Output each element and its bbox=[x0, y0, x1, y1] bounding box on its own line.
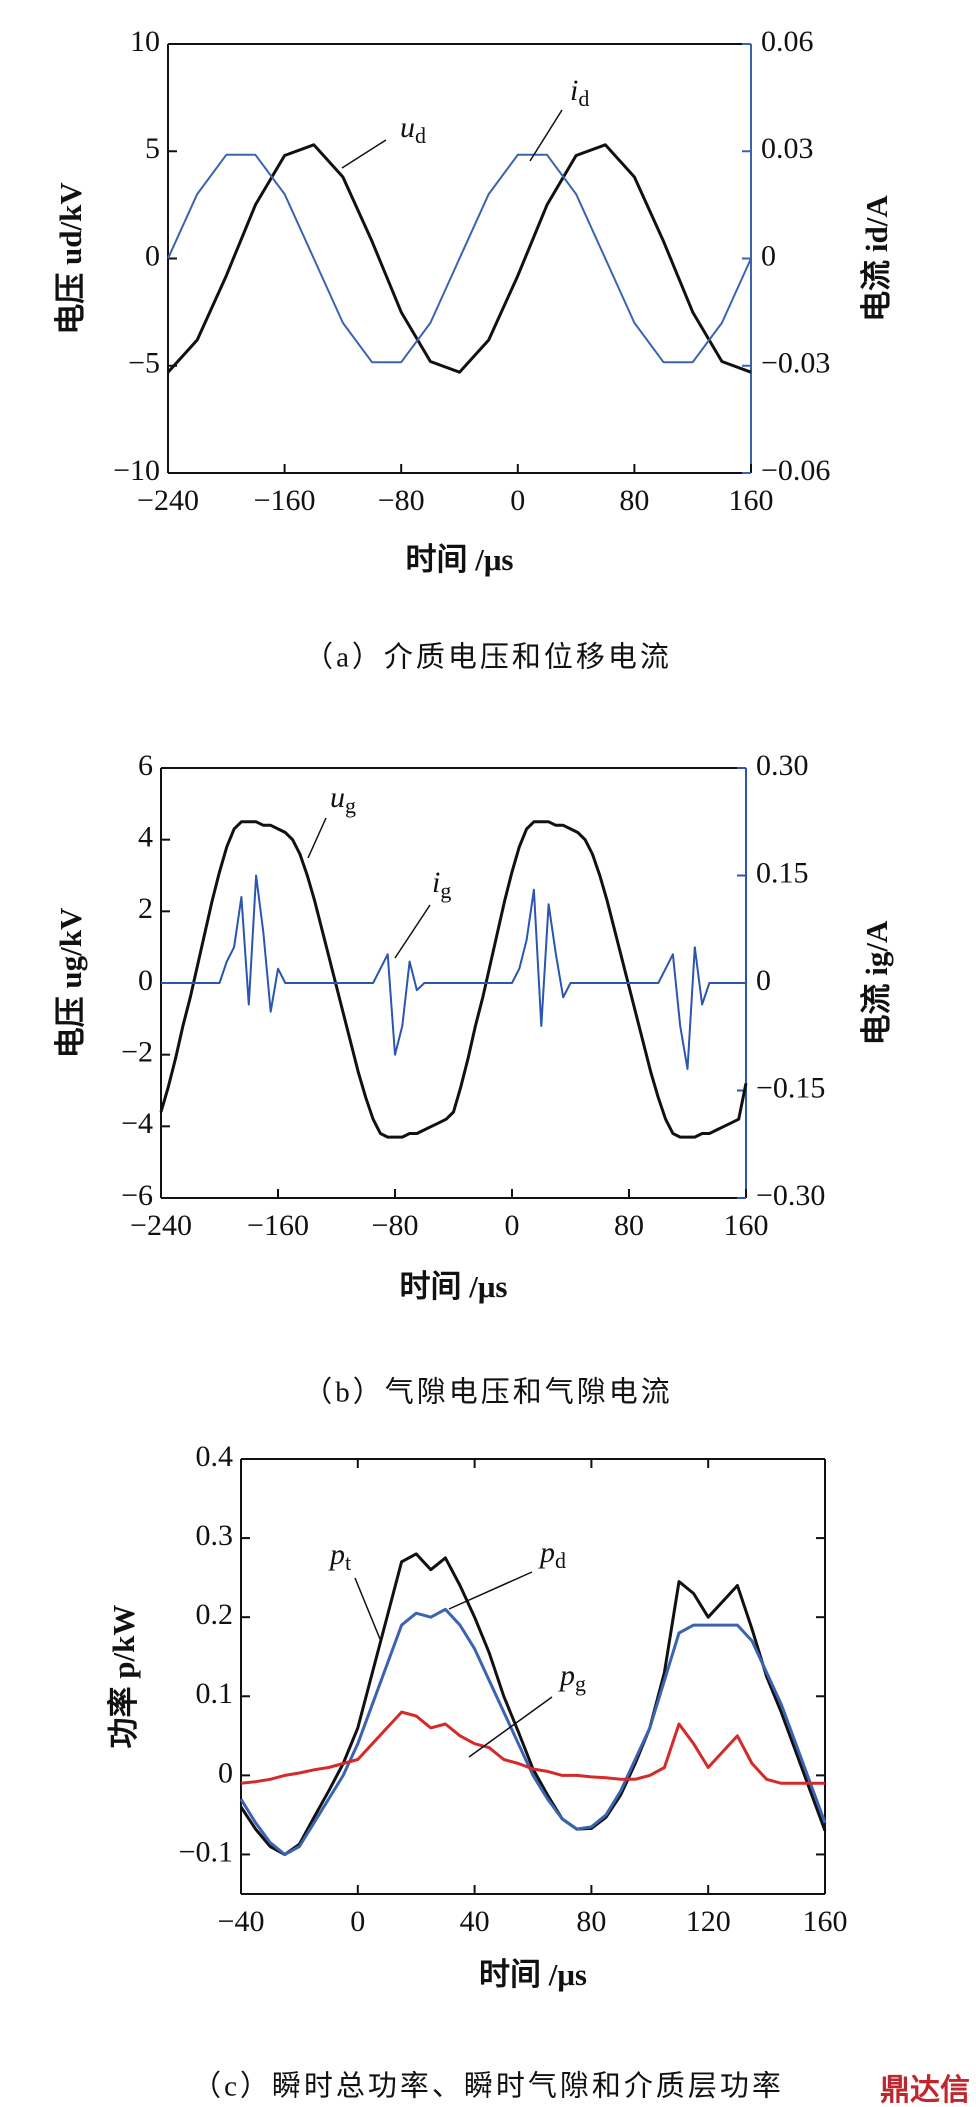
y2-tick-label: −0.06 bbox=[761, 454, 830, 487]
y-tick-label: 0.2 bbox=[196, 1598, 234, 1631]
series-label: id bbox=[570, 74, 589, 111]
y-axis-label: 电压 ud/kV bbox=[53, 182, 88, 335]
y-tick-label: 0.1 bbox=[196, 1677, 234, 1710]
y2-tick-label: −0.03 bbox=[761, 347, 830, 380]
y-tick-label: −2 bbox=[121, 1036, 153, 1069]
series-label: pd bbox=[538, 1536, 566, 1573]
y2-tick-label: 0 bbox=[761, 239, 776, 272]
y2-tick-label: −0.30 bbox=[756, 1179, 825, 1212]
y-axis-label: 电压 ug/kV bbox=[53, 907, 88, 1058]
x-tick-label: 0 bbox=[510, 484, 525, 517]
label-leader bbox=[307, 817, 327, 859]
y-tick-label: 10 bbox=[130, 25, 160, 58]
caption: （c）瞬时总功率、瞬时气隙和介质层功率 bbox=[192, 2070, 784, 2103]
y-tick-label: 4 bbox=[138, 821, 153, 854]
series-label: ig bbox=[432, 866, 451, 903]
x-tick-label: 40 bbox=[460, 1905, 490, 1938]
x-tick-label: −80 bbox=[378, 484, 425, 517]
y-axis-label: 功率 p/kW bbox=[106, 1605, 141, 1749]
y-tick-label: 6 bbox=[138, 749, 153, 782]
series-label: ug bbox=[330, 781, 356, 818]
x-axis-label: 时间 /μs bbox=[479, 1957, 587, 1992]
y-tick-label: 0.3 bbox=[196, 1519, 234, 1552]
series-label: ud bbox=[400, 111, 426, 148]
series-line bbox=[240, 1710, 825, 1785]
caption: （b）气隙电压和气隙电流 bbox=[303, 1376, 673, 1409]
y-tick-label: 0 bbox=[145, 239, 160, 272]
series-line bbox=[167, 153, 752, 364]
y-tick-label: 5 bbox=[145, 132, 160, 165]
label-leader bbox=[448, 1571, 533, 1610]
y2-tick-label: 0.03 bbox=[761, 132, 814, 165]
chart: −40 0 40 80 120 160 −0.1 0 0.1 0.2 0.3 0.4 时间 /μs 功率 … bbox=[106, 1440, 970, 2107]
x-axis-label: 时间 /μs bbox=[405, 542, 513, 577]
chart: −240 −160 −80 0 80 160 −6 −4 −2 0 2 4 6 −0.30 −0.15 0 0.… bbox=[53, 749, 894, 1409]
x-tick-label: −80 bbox=[372, 1209, 419, 1242]
y2-axis-label: 电流 ig/A bbox=[859, 920, 894, 1045]
label-leader bbox=[354, 1577, 381, 1640]
x-tick-label: −240 bbox=[137, 484, 199, 517]
series-label: pg bbox=[558, 1659, 586, 1696]
x-tick-label: −40 bbox=[218, 1905, 265, 1938]
y-tick-label: −6 bbox=[121, 1179, 153, 1212]
label-leader bbox=[529, 109, 563, 162]
series-line bbox=[239, 1607, 827, 1856]
y-tick-label: 0.4 bbox=[196, 1440, 234, 1473]
y2-tick-label: 0.06 bbox=[761, 25, 814, 58]
x-tick-label: −240 bbox=[130, 1209, 192, 1242]
y-tick-label: −4 bbox=[121, 1107, 153, 1140]
caption: （a）介质电压和位移电流 bbox=[304, 641, 672, 674]
watermark: 鼎达信 bbox=[880, 2074, 970, 2107]
series-line bbox=[239, 1552, 827, 1856]
x-tick-label: 80 bbox=[576, 1905, 606, 1938]
y-tick-label: −0.1 bbox=[179, 1835, 233, 1868]
y-tick-label: 0 bbox=[218, 1756, 233, 1789]
x-axis-label: 时间 /μs bbox=[399, 1269, 507, 1304]
x-tick-label: 0 bbox=[505, 1209, 520, 1242]
x-tick-label: 120 bbox=[686, 1905, 731, 1938]
series-label: pt bbox=[328, 1538, 351, 1575]
x-tick-label: 0 bbox=[350, 1905, 365, 1938]
label-leader bbox=[468, 1696, 553, 1758]
chart: −240 −160 −80 0 80 160 −10 −5 0 5 10 −0.06 −0.03 0 0.0… bbox=[53, 25, 894, 674]
y2-tick-label: 0.15 bbox=[756, 856, 809, 889]
y2-axis-label: 电流 id/A bbox=[859, 195, 894, 322]
series-line bbox=[161, 874, 746, 1070]
y-tick-label: −10 bbox=[113, 454, 160, 487]
x-tick-label: 160 bbox=[729, 484, 774, 517]
x-tick-label: −160 bbox=[254, 484, 316, 517]
x-tick-label: 160 bbox=[724, 1209, 769, 1242]
label-leader bbox=[341, 139, 387, 169]
x-tick-label: 80 bbox=[619, 484, 649, 517]
x-tick-label: −160 bbox=[247, 1209, 309, 1242]
y-tick-label: 0 bbox=[138, 964, 153, 997]
y2-tick-label: −0.15 bbox=[756, 1071, 825, 1104]
y-tick-label: −5 bbox=[128, 347, 160, 380]
series-line bbox=[159, 820, 748, 1139]
series-line bbox=[166, 143, 752, 374]
x-tick-label: 80 bbox=[614, 1209, 644, 1242]
y2-tick-label: 0 bbox=[756, 964, 771, 997]
y2-tick-label: 0.30 bbox=[756, 749, 809, 782]
label-leader bbox=[394, 904, 431, 959]
x-tick-label: 160 bbox=[803, 1905, 848, 1938]
y-tick-label: 2 bbox=[138, 892, 153, 925]
